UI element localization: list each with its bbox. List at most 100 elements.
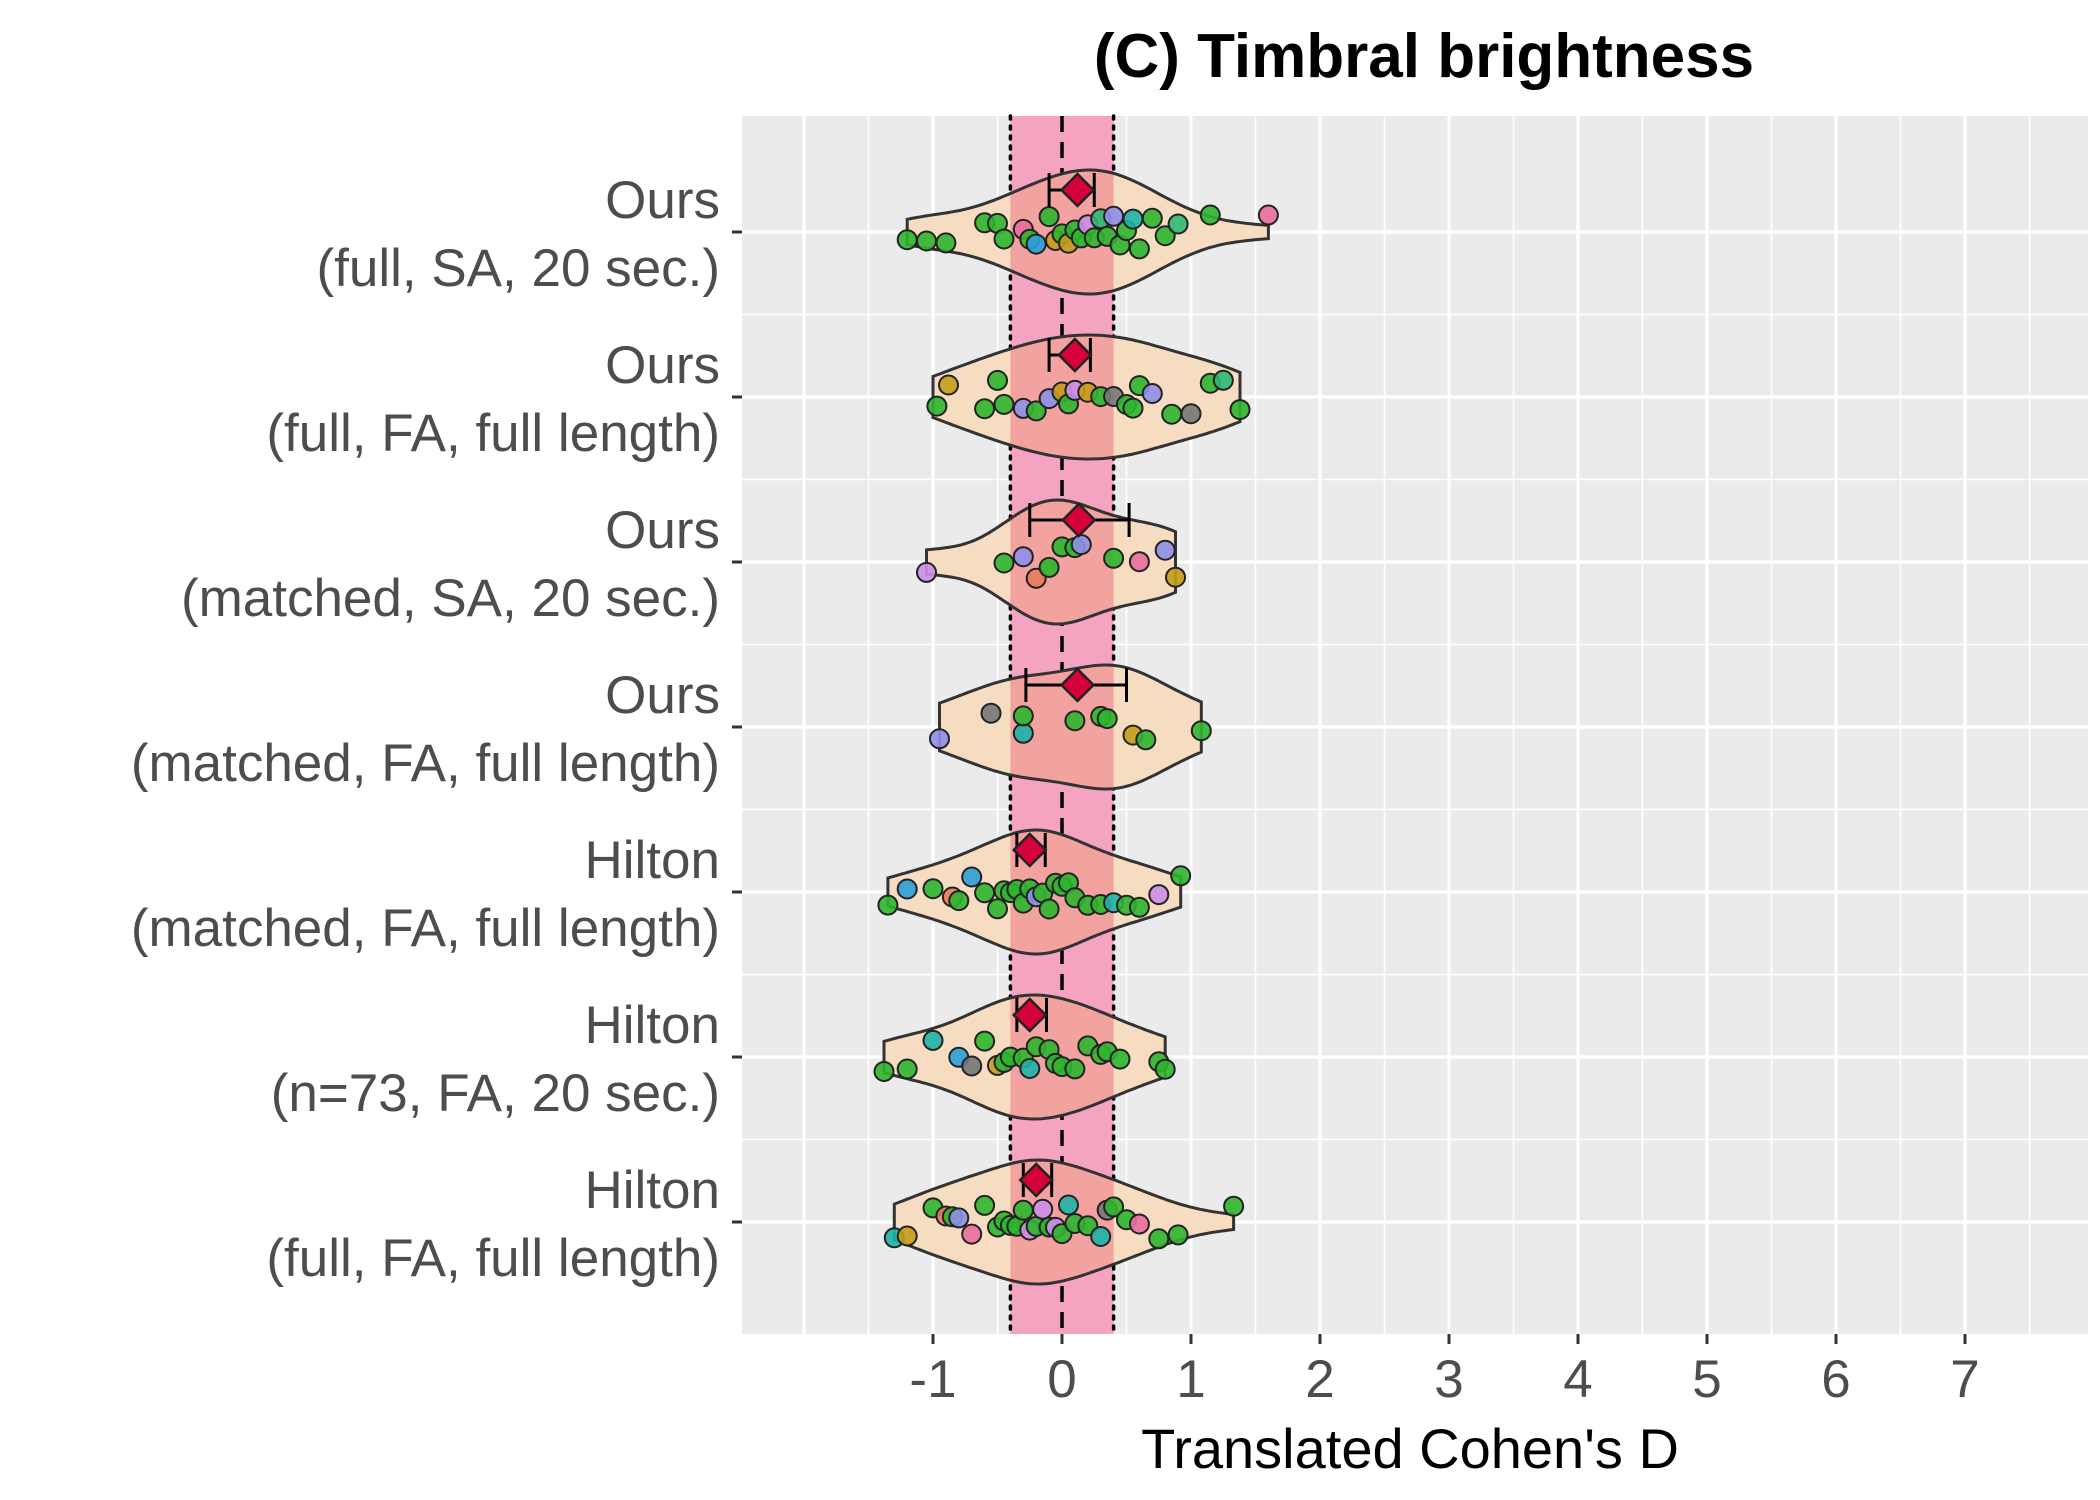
data-point xyxy=(1154,1058,1176,1080)
data-point xyxy=(987,369,1008,391)
data-point xyxy=(1229,399,1251,421)
data-point xyxy=(926,395,948,417)
data-point xyxy=(1012,722,1034,744)
violin-outline xyxy=(925,498,1177,626)
data-point xyxy=(1103,1196,1125,1218)
data-point xyxy=(1161,403,1183,425)
data-point xyxy=(1128,238,1150,260)
y-tick-label-bottom: (full, FA, full length) xyxy=(266,404,720,463)
data-point xyxy=(1154,539,1176,561)
mean-marker xyxy=(1018,1162,1054,1198)
data-point xyxy=(1103,547,1125,569)
data-point xyxy=(974,1030,996,1052)
data-point xyxy=(1019,1058,1041,1079)
data-point xyxy=(987,898,1008,920)
data-point xyxy=(896,878,918,900)
data-point xyxy=(1154,225,1176,247)
data-point xyxy=(896,1058,918,1080)
x-axis-label: Translated Cohen's D xyxy=(1141,1417,1679,1480)
data-point xyxy=(1165,566,1186,588)
mean-marker xyxy=(1057,337,1093,373)
data-points xyxy=(873,204,1279,1250)
data-point xyxy=(1122,208,1144,230)
data-point xyxy=(1141,207,1163,229)
grid xyxy=(742,116,2088,1334)
data-point xyxy=(1223,1195,1245,1217)
data-point xyxy=(1025,233,1047,255)
violin-outline xyxy=(938,663,1203,791)
data-point xyxy=(1012,1199,1034,1221)
data-point xyxy=(1128,896,1150,918)
data-point xyxy=(1180,403,1202,425)
data-point xyxy=(1212,369,1234,391)
violin-outline xyxy=(886,828,1183,956)
data-point xyxy=(1025,400,1047,422)
data-point xyxy=(916,561,937,583)
data-point xyxy=(922,1029,944,1051)
data-point xyxy=(980,702,1002,724)
y-tick-label-bottom: (n=73, FA, 20 sec.) xyxy=(271,1064,720,1123)
data-point xyxy=(929,728,950,750)
data-point xyxy=(1109,1048,1131,1070)
data-point xyxy=(974,1194,996,1216)
y-tick-label-top: Ours xyxy=(605,666,720,725)
data-point xyxy=(961,866,983,888)
data-point xyxy=(1064,1058,1086,1080)
data-point xyxy=(1141,383,1163,404)
data-point xyxy=(935,232,957,254)
data-point xyxy=(1167,1224,1189,1246)
data-point xyxy=(974,398,996,420)
violin-outline xyxy=(905,168,1270,296)
mean-marker xyxy=(1059,172,1096,208)
y-tick-label-top: Ours xyxy=(605,336,720,395)
data-point xyxy=(1167,213,1189,235)
y-tick-label-top: Hilton xyxy=(584,1161,720,1220)
data-point xyxy=(1058,1194,1079,1216)
data-point xyxy=(1199,204,1221,226)
data-point xyxy=(961,1223,983,1245)
violin-outline xyxy=(931,333,1242,461)
x-tick-label: 7 xyxy=(1950,1350,1979,1409)
data-point xyxy=(993,393,1015,415)
data-point xyxy=(993,552,1015,574)
data-point xyxy=(916,230,937,252)
data-point xyxy=(1096,708,1118,730)
data-point xyxy=(993,228,1015,250)
data-point xyxy=(1012,546,1034,568)
x-tick-label: 6 xyxy=(1821,1350,1850,1409)
data-point xyxy=(948,890,970,912)
x-tick-label: 3 xyxy=(1434,1350,1463,1409)
violin-outline xyxy=(892,1158,1236,1286)
data-point xyxy=(1257,204,1279,226)
data-point xyxy=(1190,720,1212,742)
data-point xyxy=(1128,551,1150,573)
data-point xyxy=(948,1207,970,1229)
y-tick-label-bottom: (matched, FA, full length) xyxy=(131,899,720,958)
data-point xyxy=(1032,1198,1054,1220)
y-tick-label-bottom: (matched, FA, full length) xyxy=(131,734,720,793)
data-point xyxy=(922,878,944,900)
data-point xyxy=(1038,206,1060,228)
y-tick-label-bottom: (full, FA, full length) xyxy=(266,1229,720,1288)
data-point xyxy=(1128,1213,1150,1235)
mean-marker xyxy=(1059,667,1096,703)
y-tick-label-top: Ours xyxy=(605,171,720,230)
mean-marker xyxy=(1011,997,1048,1033)
data-point xyxy=(1070,534,1092,556)
data-point xyxy=(1038,898,1060,920)
data-point xyxy=(1148,884,1170,906)
chart-title: (C) Timbral brightness xyxy=(1094,22,1754,91)
data-point xyxy=(896,229,918,251)
x-tick-label: 0 xyxy=(1047,1350,1076,1409)
data-point xyxy=(1012,705,1034,727)
y-tick-label-top: Hilton xyxy=(584,831,720,890)
data-point xyxy=(1135,729,1157,751)
mean-marker xyxy=(1011,832,1048,868)
y-tick-label-bottom: (matched, SA, 20 sec.) xyxy=(181,569,720,628)
data-point xyxy=(1122,397,1144,419)
x-tick-label: 1 xyxy=(1176,1350,1205,1409)
data-point xyxy=(938,374,959,396)
x-tick-label: 5 xyxy=(1692,1350,1721,1409)
data-point xyxy=(1148,1228,1170,1250)
